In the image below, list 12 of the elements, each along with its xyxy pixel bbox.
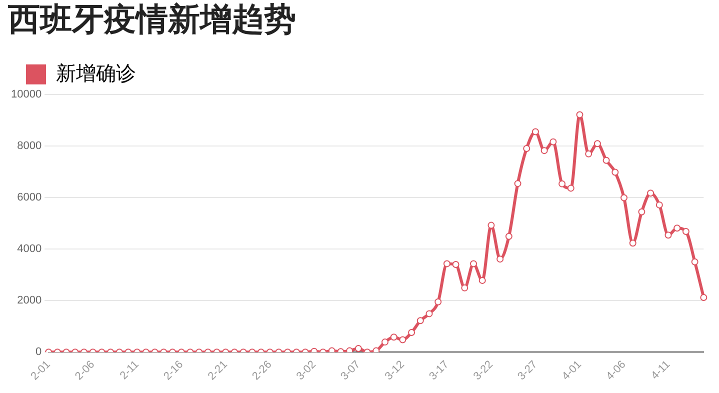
y-tick-label: 8000: [17, 140, 42, 152]
y-tick-label: 4000: [17, 243, 42, 256]
x-tick-label: 2-11: [118, 358, 142, 382]
legend-label: 新增确诊: [56, 62, 136, 85]
x-tick-label: 4-06: [604, 358, 628, 383]
x-tick-label: 4-01: [560, 358, 584, 383]
y-tick-label: 2000: [17, 294, 42, 307]
chart-title: 西班牙疫情新增趋势: [7, 1, 296, 38]
x-tick-label: 4-11: [649, 358, 673, 382]
y-tick-label: 6000: [17, 192, 42, 204]
y-tick-label: 0: [35, 346, 42, 358]
y-tick-label: 10000: [10, 88, 42, 100]
